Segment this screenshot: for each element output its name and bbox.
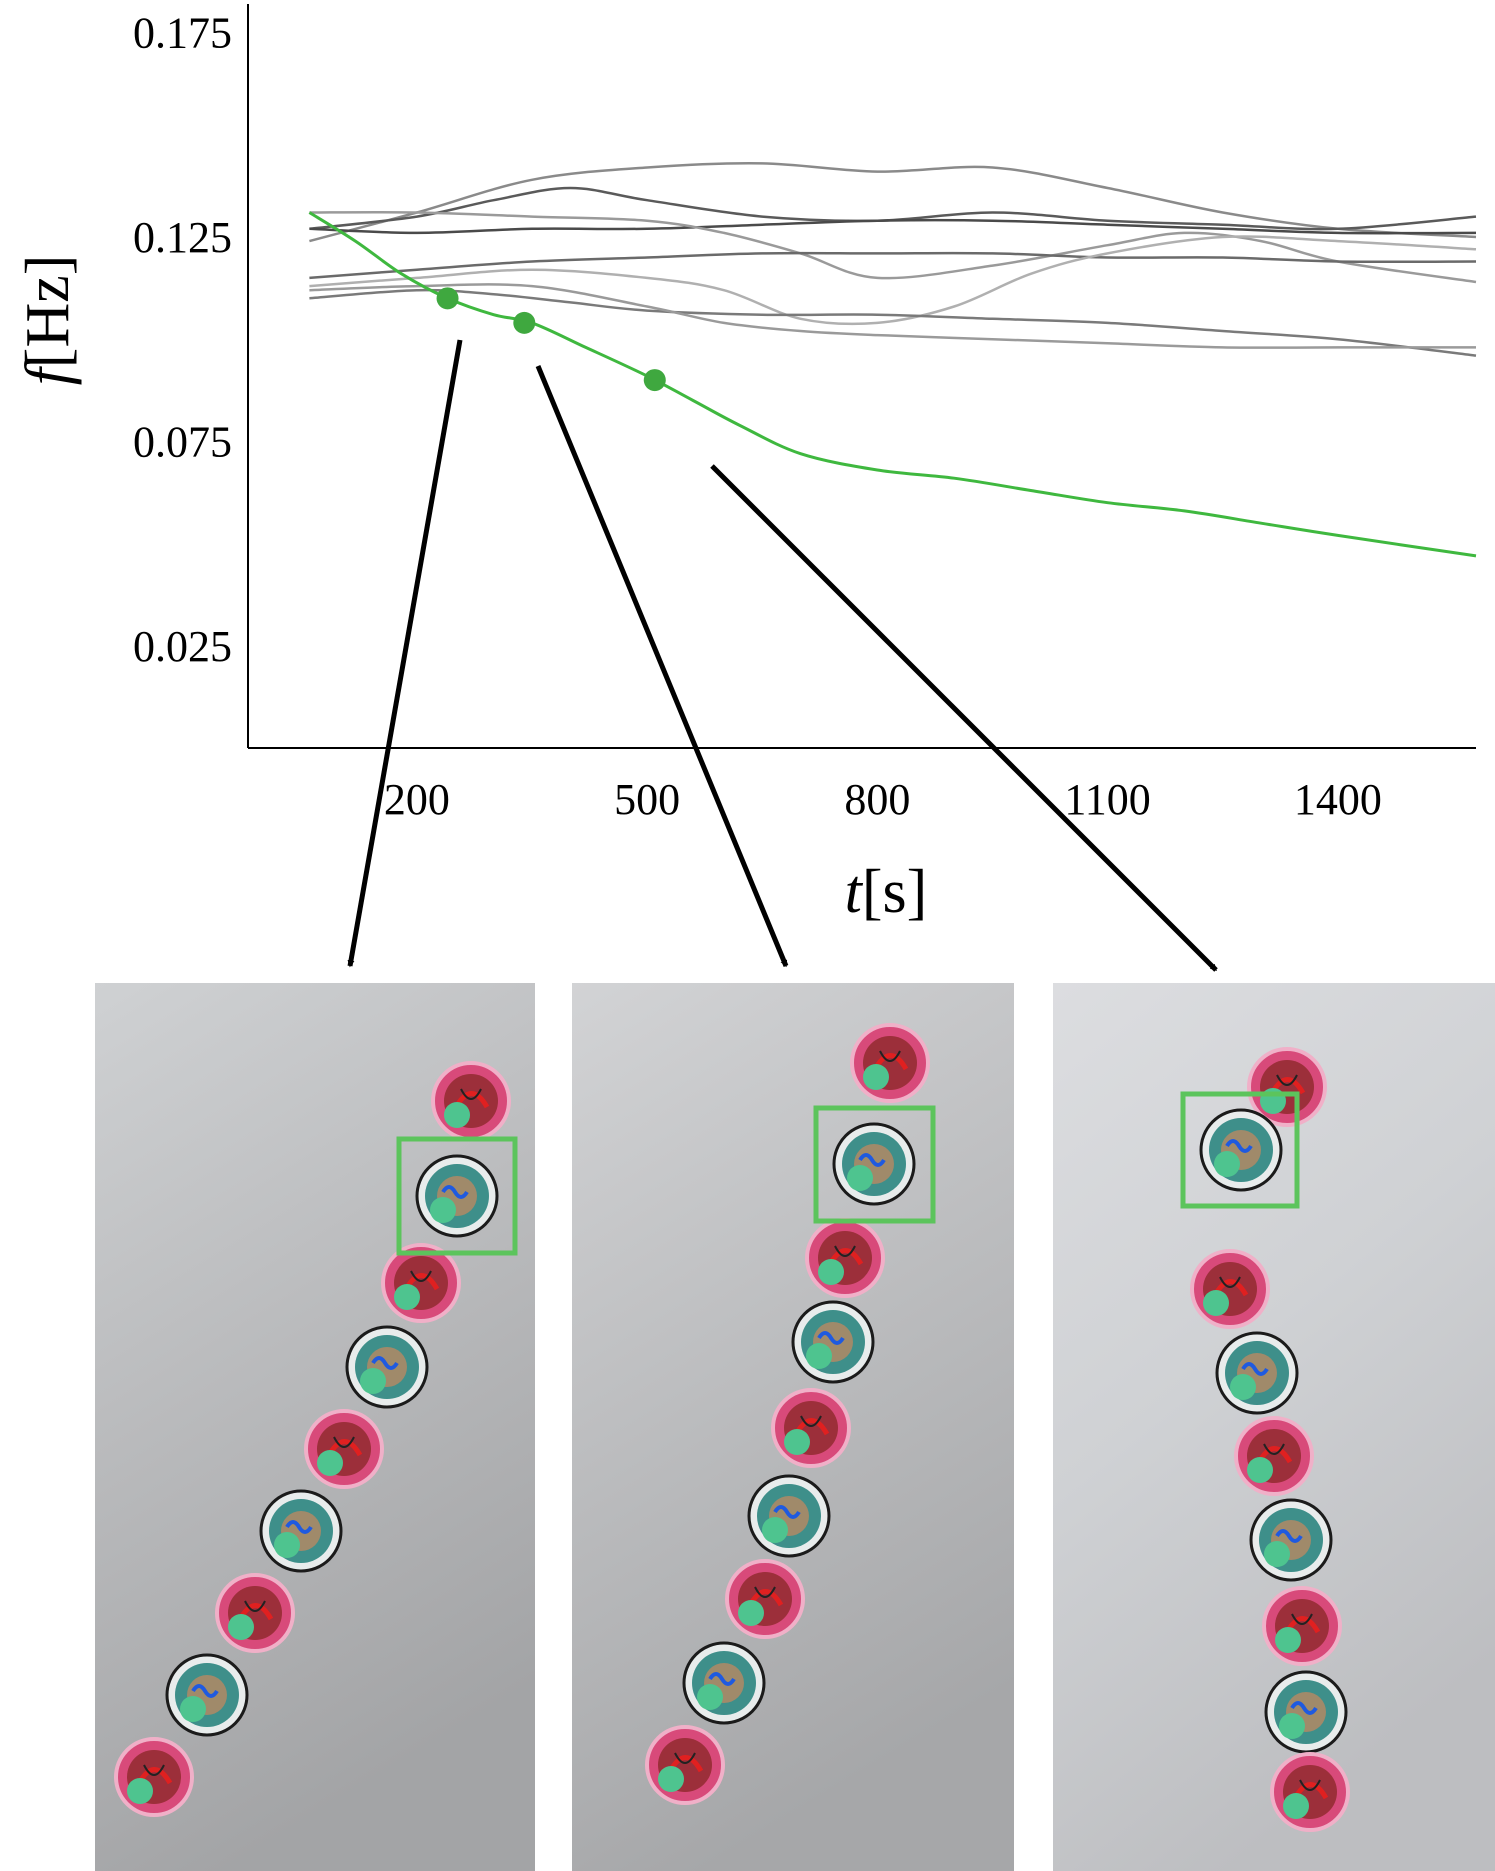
- arrow-3: [710, 464, 1218, 972]
- y-tick-labels: 0.025 0.075 0.125 0.175: [133, 9, 232, 671]
- callout-arrows: [347, 339, 1218, 972]
- pink-module-3: [1190, 1249, 1270, 1329]
- pink-module-7: [1262, 1586, 1342, 1666]
- pink-module-1: [850, 1023, 930, 1103]
- x-axis-title: t[s]: [845, 858, 928, 926]
- highlight-point-1: [436, 287, 459, 310]
- modules-chain-3: [1190, 1047, 1350, 1832]
- teal-module-8: [1264, 1670, 1348, 1754]
- x-tick-label: 1400: [1294, 775, 1382, 824]
- teal-module-4: [1215, 1331, 1299, 1415]
- arrow-2: [535, 365, 789, 968]
- teal-module-6: [747, 1474, 831, 1558]
- x-tick-label: 1100: [1064, 775, 1150, 824]
- pink-module-5: [771, 1388, 851, 1468]
- pink-module-1: [431, 1061, 511, 1141]
- highlight-point-3: [643, 369, 666, 392]
- series-line-7: [309, 288, 1477, 357]
- series-lines: [308, 162, 1477, 558]
- pink-module-5: [304, 1409, 384, 1489]
- series-line-5: [309, 251, 1477, 280]
- x-tick-labels: 200 500 800 1100 1400: [384, 775, 1382, 824]
- photo-panel-1: [95, 983, 535, 1871]
- modules-chain-2: [645, 1023, 930, 1805]
- pink-module-9: [645, 1725, 725, 1805]
- series-line-8: [309, 283, 1476, 349]
- photo-panel-3: [1053, 983, 1495, 1871]
- y-axis-title: f[Hz]: [14, 255, 82, 386]
- series-line-4: [309, 210, 1477, 284]
- y-tick-label: 0.075: [133, 417, 232, 466]
- pink-module-5: [1234, 1416, 1314, 1496]
- photo-panels: [95, 983, 1495, 1871]
- pink-module-9: [1270, 1752, 1350, 1832]
- highlight-box-3: [1180, 1091, 1300, 1209]
- highlight-point-2: [513, 311, 536, 334]
- y-tick-label: 0.125: [133, 213, 232, 262]
- modules-chain-1: [114, 1061, 511, 1817]
- y-tick-label: 0.025: [133, 622, 232, 671]
- teal-module-6: [259, 1489, 343, 1573]
- frequency-chart: 0.025 0.075 0.125 0.175 200 500 800 1100 1400 t…: [14, 4, 1477, 926]
- photo-panel-2: [572, 983, 1014, 1871]
- series-line-3: [309, 218, 1477, 235]
- x-tick-label: 500: [614, 775, 680, 824]
- pink-module-3: [381, 1243, 461, 1323]
- teal-module-6: [1249, 1498, 1333, 1582]
- teal-module-4: [345, 1325, 429, 1409]
- x-tick-label: 200: [384, 775, 450, 824]
- y-tick-label: 0.175: [133, 9, 232, 58]
- pink-module-7: [725, 1559, 805, 1639]
- teal-module-8: [682, 1641, 766, 1725]
- teal-module-2: [832, 1122, 916, 1206]
- series-line-1: [309, 162, 1477, 243]
- pink-module-7: [215, 1573, 295, 1653]
- series-line-2: [309, 186, 1477, 231]
- highlight-box-1: [396, 1136, 518, 1256]
- teal-module-2: [415, 1154, 499, 1238]
- pink-module-3: [805, 1218, 885, 1298]
- highlight-points: [436, 287, 666, 392]
- highlight-box-2: [813, 1105, 936, 1224]
- teal-module-4: [791, 1300, 875, 1384]
- arrow-1: [347, 339, 463, 968]
- pink-module-9: [114, 1737, 194, 1817]
- x-tick-label: 800: [844, 775, 910, 824]
- series-line-6: [309, 235, 1477, 326]
- teal-module-2: [1199, 1108, 1283, 1192]
- teal-module-8: [165, 1653, 249, 1737]
